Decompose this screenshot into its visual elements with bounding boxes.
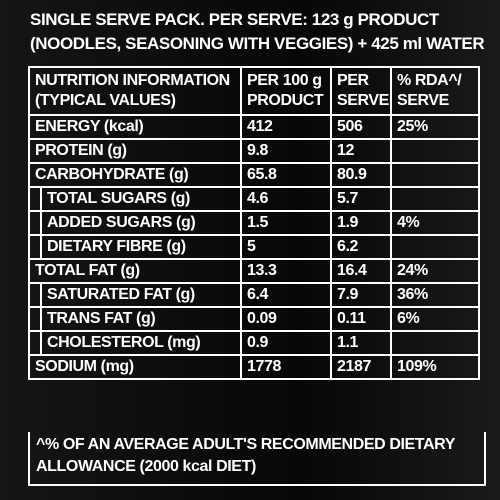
column-header: PER SERVE [330, 66, 392, 116]
nutrient-name: SATURATED FAT (g) [28, 282, 242, 308]
column-header: PER 100 g PRODUCT [240, 66, 332, 116]
table-row: CHOLESTEROL (mg) 0.9 1.1 [28, 330, 480, 356]
nutrient-value: 4% [390, 210, 480, 236]
nutrient-value: 16.4 [330, 258, 392, 284]
nutrient-value: 1778 [240, 354, 332, 380]
column-header-line: SERVE [397, 92, 449, 109]
column-header: NUTRITION INFORMATION (TYPICAL VALUES) [28, 66, 242, 116]
nutrient-name: CHOLESTEROL (mg) [28, 330, 242, 356]
nutrient-value: 0.11 [330, 306, 392, 332]
nutrient-value: 36% [390, 282, 480, 308]
nutrient-value: 6% [390, 306, 480, 332]
nutrient-name: CARBOHYDRATE (g) [28, 162, 242, 188]
nutrient-name-text: DIETARY FIBRE (g) [40, 237, 235, 257]
column-header-line: PRODUCT [247, 92, 324, 109]
table-row: SATURATED FAT (g) 6.4 7.9 36% [28, 282, 480, 308]
footnote-line: ^% OF AN AVERAGE ADULT'S RECOMMENDED DIE… [36, 436, 455, 453]
nutrient-value: 1.5 [240, 210, 332, 236]
nutrient-value [390, 234, 480, 260]
nutrient-name: PROTEIN (g) [28, 138, 242, 164]
nutrient-value: 12 [330, 138, 392, 164]
nutrient-value: 1.1 [330, 330, 392, 356]
nutrient-value: 0.9 [240, 330, 332, 356]
column-header-line: (TYPICAL VALUES) [35, 92, 176, 109]
nutrient-value: 25% [390, 114, 480, 140]
table-row: SODIUM (mg) 1778 2187 109% [28, 354, 480, 380]
nutrient-value: 2187 [330, 354, 392, 380]
column-header-line: SERVE [337, 92, 389, 109]
nutrient-value: 13.3 [240, 258, 332, 284]
nutrient-name: TOTAL SUGARS (g) [28, 186, 242, 212]
nutrient-name: TRANS FAT (g) [28, 306, 242, 332]
nutrient-value: 24% [390, 258, 480, 284]
nutrient-value [390, 186, 480, 212]
nutrient-value: 1.9 [330, 210, 392, 236]
nutrient-name: ENERGY (kcal) [28, 114, 242, 140]
column-header-line: PER [337, 72, 369, 89]
nutrient-name-text: ADDED SUGARS (g) [40, 213, 235, 233]
nutrient-value: 80.9 [330, 162, 392, 188]
nutrient-value: 0.09 [240, 306, 332, 332]
nutrient-value: 6.2 [330, 234, 392, 260]
table-row: DIETARY FIBRE (g) 5 6.2 [28, 234, 480, 260]
nutrient-value: 9.8 [240, 138, 332, 164]
table-row: TOTAL FAT (g) 13.3 16.4 24% [28, 258, 480, 284]
table-row: ADDED SUGARS (g) 1.5 1.9 4% [28, 210, 480, 236]
table-row: ENERGY (kcal) 412 506 25% [28, 114, 480, 140]
nutrient-name: TOTAL FAT (g) [28, 258, 242, 284]
nutrient-name: DIETARY FIBRE (g) [28, 234, 242, 260]
nutrient-name-text: SATURATED FAT (g) [40, 285, 235, 305]
nutrient-value [390, 330, 480, 356]
nutrient-name-text: TOTAL SUGARS (g) [40, 189, 235, 209]
column-header-line: NUTRITION INFORMATION [35, 72, 230, 89]
footnote-line: ALLOWANCE (2000 kcal DIET) [36, 458, 256, 475]
table-row: TRANS FAT (g) 0.09 0.11 6% [28, 306, 480, 332]
nutrient-value: 506 [330, 114, 392, 140]
footnote: ^% OF AN AVERAGE ADULT'S RECOMMENDED DIE… [28, 432, 486, 486]
nutrient-value [390, 138, 480, 164]
nutrient-name: ADDED SUGARS (g) [28, 210, 242, 236]
nutrient-value: 5.7 [330, 186, 392, 212]
nutrient-name: SODIUM (mg) [28, 354, 242, 380]
nutrient-value: 7.9 [330, 282, 392, 308]
nutrient-value: 412 [240, 114, 332, 140]
nutrient-value: 4.6 [240, 186, 332, 212]
table-row: TOTAL SUGARS (g) 4.6 5.7 [28, 186, 480, 212]
table-row: PROTEIN (g) 9.8 12 [28, 138, 480, 164]
nutrient-value: 65.8 [240, 162, 332, 188]
nutrient-value [390, 162, 480, 188]
column-header-line: PER 100 g [247, 72, 322, 89]
table-row: CARBOHYDRATE (g) 65.8 80.9 [28, 162, 480, 188]
nutrient-value: 109% [390, 354, 480, 380]
nutrient-name-text: CHOLESTEROL (mg) [40, 333, 235, 353]
header-line: (NOODLES, SEASONING WITH VEGGIES) + 425 … [30, 34, 485, 53]
nutrient-value: 5 [240, 234, 332, 260]
nutrient-value: 6.4 [240, 282, 332, 308]
header-line: SINGLE SERVE PACK. PER SERVE: 123 g PROD… [30, 10, 439, 29]
nutrition-table: NUTRITION INFORMATION (TYPICAL VALUES) PER… [28, 66, 480, 380]
column-header-line: % RDA^/ [397, 72, 462, 89]
column-header: % RDA^/ SERVE [390, 66, 480, 116]
nutrient-name-text: TRANS FAT (g) [40, 309, 235, 329]
